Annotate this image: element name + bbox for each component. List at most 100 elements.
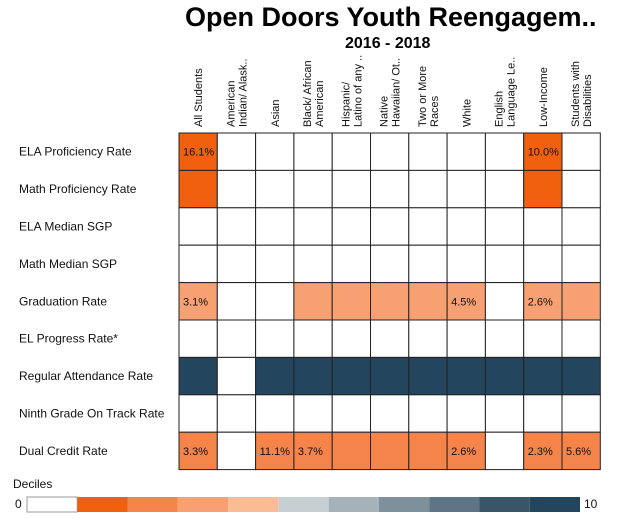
row-label: Regular Attendance Rate: [19, 369, 153, 383]
heatmap-cell: [408, 132, 448, 171]
column-label-line: Races: [429, 95, 441, 127]
heatmap-cell: [370, 356, 410, 396]
column-label-line: Hispanic/: [340, 81, 352, 127]
heatmap-cell: [408, 356, 448, 396]
heatmap-cell: [255, 244, 295, 284]
chart-title: Open Doors Youth Reengagem..: [185, 2, 597, 32]
heatmap-cell: [255, 207, 295, 246]
heatmap-cell: [216, 169, 257, 209]
column-label-line: Latino of any ..: [352, 55, 364, 127]
legend-swatch: [278, 497, 329, 512]
heatmap-cell: [484, 169, 525, 209]
heatmap-cell: [370, 431, 410, 471]
legend-min-label: 0: [15, 497, 22, 511]
heatmap-cell: [331, 244, 372, 284]
heatmap-cell: [561, 244, 601, 284]
heatmap-cell: [370, 282, 410, 321]
cell-value-label: 2.6%: [528, 296, 553, 308]
heatmap-cell: [484, 244, 525, 284]
column-label-line: Disabilities: [582, 74, 594, 127]
heatmap-cell: [523, 244, 563, 284]
cell-value-label: 2.6%: [451, 446, 476, 458]
heatmap-cell: [523, 169, 563, 209]
heatmap-cell: [293, 319, 333, 358]
heatmap-cell: [408, 207, 448, 246]
legend-swatch: [429, 497, 480, 512]
heatmap-cell: [331, 431, 372, 471]
heatmap-cell: [331, 169, 372, 209]
cell-value-label: 3.1%: [183, 296, 208, 308]
cell-value-label: 3.3%: [183, 446, 208, 458]
legend-swatch: [328, 497, 379, 512]
heatmap-cell: [408, 282, 448, 321]
cell-value-label: 4.5%: [451, 296, 476, 308]
heatmap-cell: [370, 207, 410, 246]
heatmap-cell: [561, 169, 601, 209]
heatmap-cell: [216, 431, 257, 471]
heatmap-cell: [216, 319, 257, 358]
cell-value-label: 16.1%: [183, 147, 214, 159]
legend-max-label: 10: [584, 497, 598, 511]
heatmap-cell: [408, 394, 448, 433]
heatmap-cell: [331, 394, 372, 433]
heatmap-cell: [293, 169, 333, 209]
cell-value-label: 3.7%: [298, 446, 323, 458]
heatmap-cell: [446, 356, 486, 396]
cell-value-label: 10.0%: [528, 147, 559, 159]
column-label-line: White: [461, 99, 473, 127]
heatmap-cell: [216, 207, 257, 246]
heatmap-cell: [178, 207, 218, 246]
heatmap-cell: [331, 282, 372, 321]
column-label-line: Two or More: [417, 66, 429, 127]
column-label-line: English: [494, 91, 506, 127]
heatmap-cell: [216, 394, 257, 433]
heatmap-cell: [370, 319, 410, 358]
heatmap-cell: [178, 132, 218, 171]
heatmap-cell: [178, 244, 218, 284]
heatmap-cell: [178, 169, 218, 209]
heatmap-cell: [331, 132, 372, 171]
heatmap-cell: [255, 431, 295, 471]
row-label: Ninth Grade On Track Rate: [19, 407, 165, 421]
heatmap-cell: [446, 169, 486, 209]
row-label: Graduation Rate: [19, 294, 107, 308]
heatmap-cell: [484, 132, 525, 171]
heatmap-cell: [255, 319, 295, 358]
heatmap-cell: [484, 431, 525, 471]
column-label: White: [461, 99, 473, 127]
heatmap-cell: [446, 431, 486, 471]
row-label: ELA Proficiency Rate: [19, 145, 132, 159]
legend-title: Deciles: [13, 477, 53, 491]
column-label-line: Indian/ Alask..: [237, 59, 249, 128]
column-label-line: All Students: [193, 68, 205, 127]
heatmap-cell: [331, 356, 372, 396]
heatmap-cell: [255, 282, 295, 321]
column-label: All Students: [193, 68, 205, 127]
heatmap-cell: [523, 431, 563, 471]
heatmap-cell: [561, 282, 601, 321]
row-label: Math Median SGP: [19, 257, 117, 271]
heatmap-cell: [293, 282, 333, 321]
column-label-line: Low-Income: [538, 67, 550, 127]
column-label: English Language Le..: [494, 57, 518, 127]
column-label-line: Black/ African: [302, 60, 314, 127]
heatmap-cell: [523, 207, 563, 246]
cell-value-label: 5.6%: [566, 446, 591, 458]
heatmap-cell: [331, 207, 372, 246]
column-label-line: Native: [379, 96, 391, 127]
heatmap-cell: [408, 319, 448, 358]
heatmap-cell: [484, 282, 525, 321]
column-label: Asian: [270, 99, 282, 127]
heatmap-cell: [293, 132, 333, 171]
row-label: Math Proficiency Rate: [19, 182, 137, 196]
heatmap-cell: [561, 431, 601, 471]
heatmap-cell: [178, 356, 218, 396]
heatmap-cell: [561, 132, 601, 171]
row-label: ELA Median SGP: [19, 220, 112, 234]
heatmap-cell: [370, 244, 410, 284]
heatmap-cell: [293, 244, 333, 284]
column-label-line: Language Le..: [506, 57, 518, 127]
heatmap-cell: [370, 132, 410, 171]
column-label-line: Asian: [270, 99, 282, 127]
